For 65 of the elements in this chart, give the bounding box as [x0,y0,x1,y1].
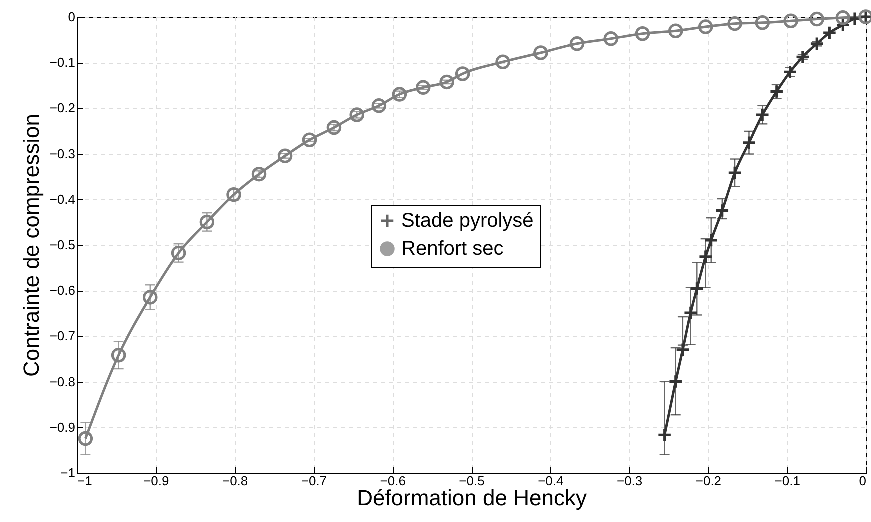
y-tick-label: −0.6 [50,283,76,298]
point [278,148,293,164]
legend-label: Renfort sec [402,238,504,260]
x-tick-label: −0.3 [616,474,643,488]
point [604,32,619,46]
point [416,80,431,96]
point [822,26,838,40]
x-tick-label: −1 [78,474,92,488]
y-tick-label: −0.9 [50,420,76,435]
point [570,36,585,52]
y-tick-label: 0 [68,10,76,24]
point [440,74,454,90]
point [143,290,158,305]
y-axis-title: Contrainte de compression [18,114,44,377]
x-tick-label: −0.4 [538,474,564,488]
y-tick-label: −0.3 [50,146,76,162]
x-tick-label: −0.9 [144,474,170,488]
y-tick-label: −0.5 [50,238,76,252]
x-tick-label: −0.6 [380,474,406,488]
point [683,306,698,320]
point [698,20,714,34]
y-tick-label: −0.1 [50,55,76,70]
point [392,87,408,102]
point [534,46,548,60]
point [755,108,770,122]
x-tick-label: 0 [859,474,866,488]
point [326,120,342,136]
point [836,10,850,26]
point [698,249,714,264]
point [200,214,215,230]
point [455,66,470,82]
point [755,16,770,30]
x-tick-label: −0.7 [301,474,328,488]
point [372,98,387,114]
x-tick-label: −0.1 [774,474,800,488]
x-axis-title: Déformation de Hencky [357,486,587,510]
x-tick-label: −0.8 [222,474,248,488]
legend-label: Stade pyrolysé [402,210,534,232]
point [715,203,730,218]
y-tick-label: −0.8 [50,374,76,390]
point [728,166,742,180]
point [728,16,742,32]
point [704,233,719,248]
y-tick-label: −0.2 [50,100,76,116]
y-tick-label: −0.4 [50,192,76,207]
point [635,26,650,42]
point [78,431,94,446]
point [742,135,757,150]
point [350,108,364,122]
x-tick-label: −0.5 [459,474,485,488]
point [657,428,672,443]
point [690,281,705,296]
y-tick-label: −0.7 [50,328,76,344]
point [496,54,510,70]
x-tick-label: −0.2 [696,474,722,488]
point [796,50,810,64]
point [111,348,126,363]
point [668,374,684,390]
point [668,24,684,38]
point [810,36,824,52]
point [302,132,318,148]
point [784,14,798,28]
point [810,12,824,27]
point [252,166,267,182]
point [676,342,690,358]
